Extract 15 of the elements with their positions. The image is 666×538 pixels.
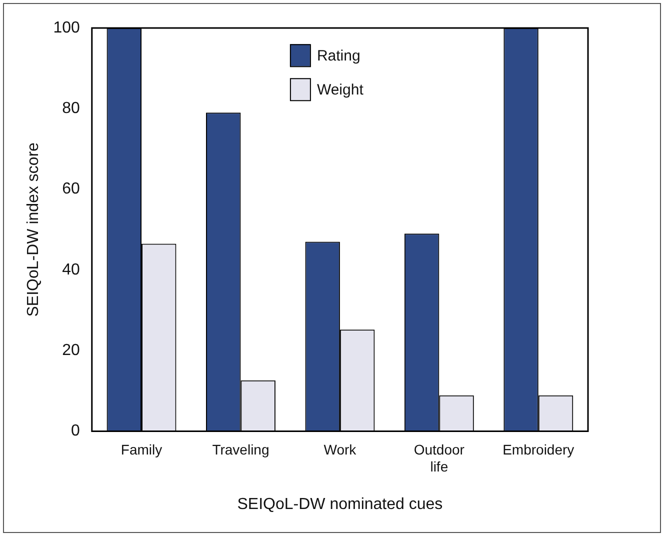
x-axis-title: SEIQoL-DW nominated cues [237,496,443,513]
y-tick-label: 100 [53,19,80,36]
x-tick-label: Outdoor life [414,441,465,474]
y-tick-label: 20 [62,342,80,359]
x-tick-label: Traveling [212,441,270,458]
x-tick-label: Embroidery [502,441,574,458]
x-tick-label: Family [120,441,162,458]
y-tick-label: 60 [62,180,80,198]
y-tick-label: 0 [70,422,80,440]
y-tick-label: 80 [62,100,80,118]
y-tick-label: 40 [62,261,80,278]
legend-label: Weight [316,81,364,98]
y-axis-title: SEIQoL-DW index score [25,142,42,317]
x-tick-label: Work [324,441,358,458]
legend-label: Rating [316,47,360,64]
